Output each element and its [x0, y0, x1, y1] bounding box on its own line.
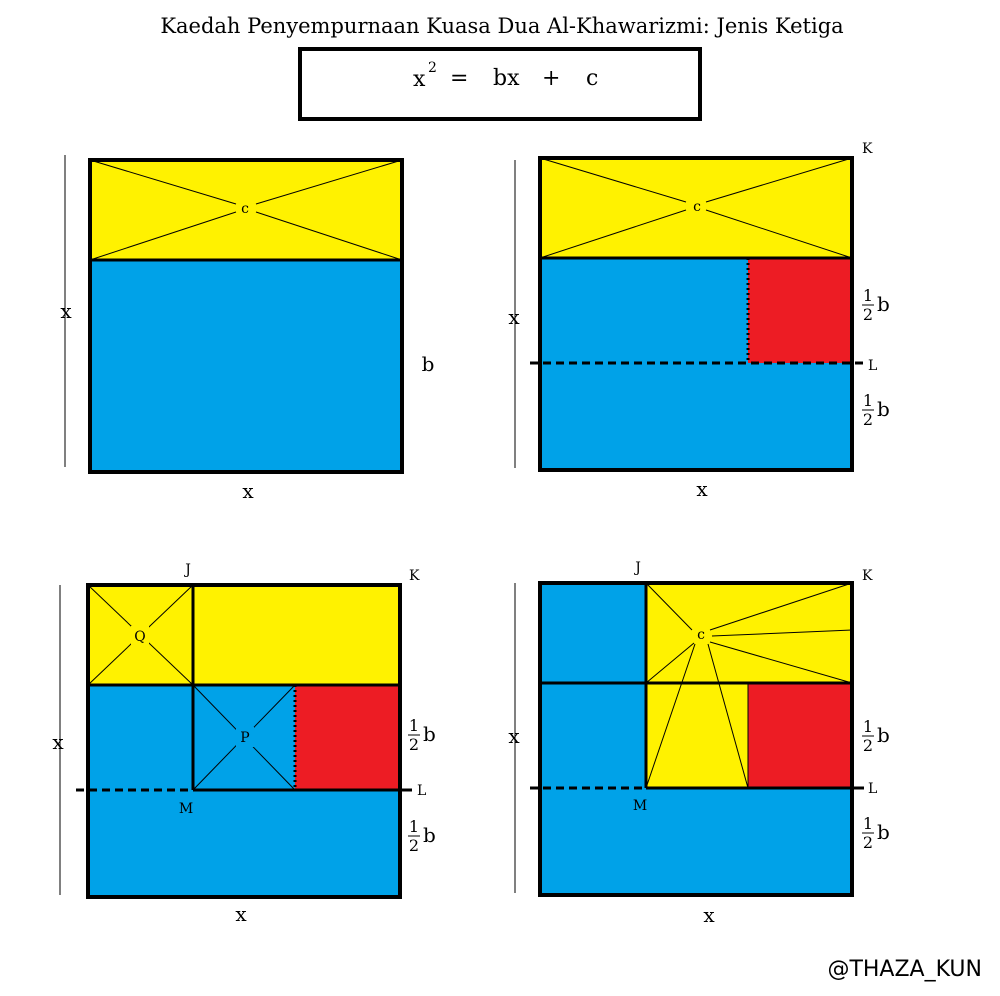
label-M: M: [179, 801, 193, 817]
label-Q-backdrop: [131, 626, 149, 646]
square-outline: [88, 158, 404, 474]
half-b-label: 1 2 b: [408, 817, 436, 855]
label-b: b: [423, 722, 436, 746]
diagram-title: Kaedah Penyempurnaan Kuasa Dua Al-Khawar…: [160, 14, 843, 38]
fraction-denominator: 2: [863, 736, 873, 755]
label-K: K: [862, 568, 873, 584]
label-Q: Q: [134, 629, 145, 645]
fraction-numerator: 1: [863, 717, 873, 736]
label-b: b: [877, 723, 890, 747]
ray-line: [645, 642, 695, 684]
ray-line: [707, 643, 749, 789]
fraction-denominator: 2: [863, 833, 873, 852]
half-b-label: 1 2 b: [862, 717, 890, 755]
equation-lhs: x: [413, 67, 426, 92]
red-region: [748, 683, 852, 788]
square-outline: [538, 581, 854, 897]
ray-lines: [645, 582, 853, 789]
equation-equals: =: [450, 66, 468, 91]
square-outline: [538, 156, 854, 472]
fraction-denominator: 2: [409, 735, 419, 754]
panel-4: c J K L M x x 1 2 b 1 2 b: [508, 560, 889, 927]
equation: x 2 = bx + c: [413, 60, 598, 92]
diagonal-line: [89, 159, 237, 205]
fraction-numerator: 1: [863, 391, 873, 410]
label-b: b: [877, 397, 890, 421]
ray-line: [645, 643, 696, 789]
yellow-c-region-middle: [646, 683, 748, 788]
label-b: b: [423, 823, 436, 847]
label-K: K: [409, 568, 420, 584]
ray-line: [711, 629, 853, 637]
label-J: J: [633, 560, 641, 576]
diagonal-line: [539, 157, 687, 203]
red-region: [748, 258, 852, 363]
fraction-numerator: 1: [863, 814, 873, 833]
label-x-bottom: x: [235, 902, 247, 926]
half-b-label: 1 2 b: [408, 716, 436, 754]
red-region: [295, 685, 400, 790]
equation-term-bx: bx: [493, 66, 520, 91]
label-x-side: x: [508, 724, 520, 748]
label-x-side: x: [52, 730, 64, 754]
panel-3: Q P J K L M x x 1 2 b 1 2 b: [52, 562, 435, 926]
panel-1: c x x b: [60, 155, 434, 503]
label-K: K: [862, 141, 873, 157]
fraction-numerator: 1: [409, 817, 419, 836]
label-c: c: [697, 627, 705, 643]
label-b: b: [877, 292, 890, 316]
fraction-denominator: 2: [409, 836, 419, 855]
label-J: J: [183, 562, 191, 578]
label-x-bottom: x: [696, 477, 708, 501]
square-outline: [86, 583, 402, 899]
diagonal-line: [89, 211, 237, 261]
ray-line: [709, 641, 853, 684]
half-b-label: 1 2 b: [862, 814, 890, 852]
label-P-backdrop: [236, 727, 254, 747]
equation-plus: +: [542, 66, 560, 91]
label-b: b: [877, 820, 890, 844]
watermark: @THAZA_KUN: [827, 957, 982, 982]
label-x-bottom: x: [242, 479, 254, 503]
half-b-label: 1 2 b: [862, 391, 890, 429]
diagonal-line: [705, 157, 853, 203]
fraction-denominator: 2: [863, 305, 873, 324]
equation-exponent: 2: [428, 60, 437, 76]
label-b: b: [422, 352, 435, 376]
ray-line: [645, 582, 693, 631]
diagonal-line: [539, 209, 687, 259]
fraction-numerator: 1: [863, 286, 873, 305]
label-x-side: x: [508, 305, 520, 329]
diagonal-line: [705, 209, 853, 259]
diagonal-line: [255, 159, 403, 205]
blue-bx-region: [90, 260, 402, 472]
label-L: L: [417, 783, 426, 799]
label-x-bottom: x: [703, 903, 715, 927]
fraction-denominator: 2: [863, 410, 873, 429]
equation-term-c: c: [586, 66, 598, 91]
fraction-numerator: 1: [409, 716, 419, 735]
label-P: P: [240, 730, 249, 746]
panel-2: c K L x x 1 2 b 1 2 b: [508, 141, 889, 501]
equation-box: [298, 47, 702, 121]
label-x-side: x: [60, 299, 72, 323]
yellow-c-region-top: [646, 583, 852, 683]
half-b-label: 1 2 b: [862, 286, 890, 324]
label-L: L: [868, 358, 877, 374]
ray-line: [709, 582, 853, 631]
diagonal-line: [255, 211, 403, 261]
label-c: c: [693, 199, 701, 215]
label-L: L: [868, 781, 877, 797]
label-M: M: [633, 798, 647, 814]
label-c: c: [241, 201, 249, 217]
